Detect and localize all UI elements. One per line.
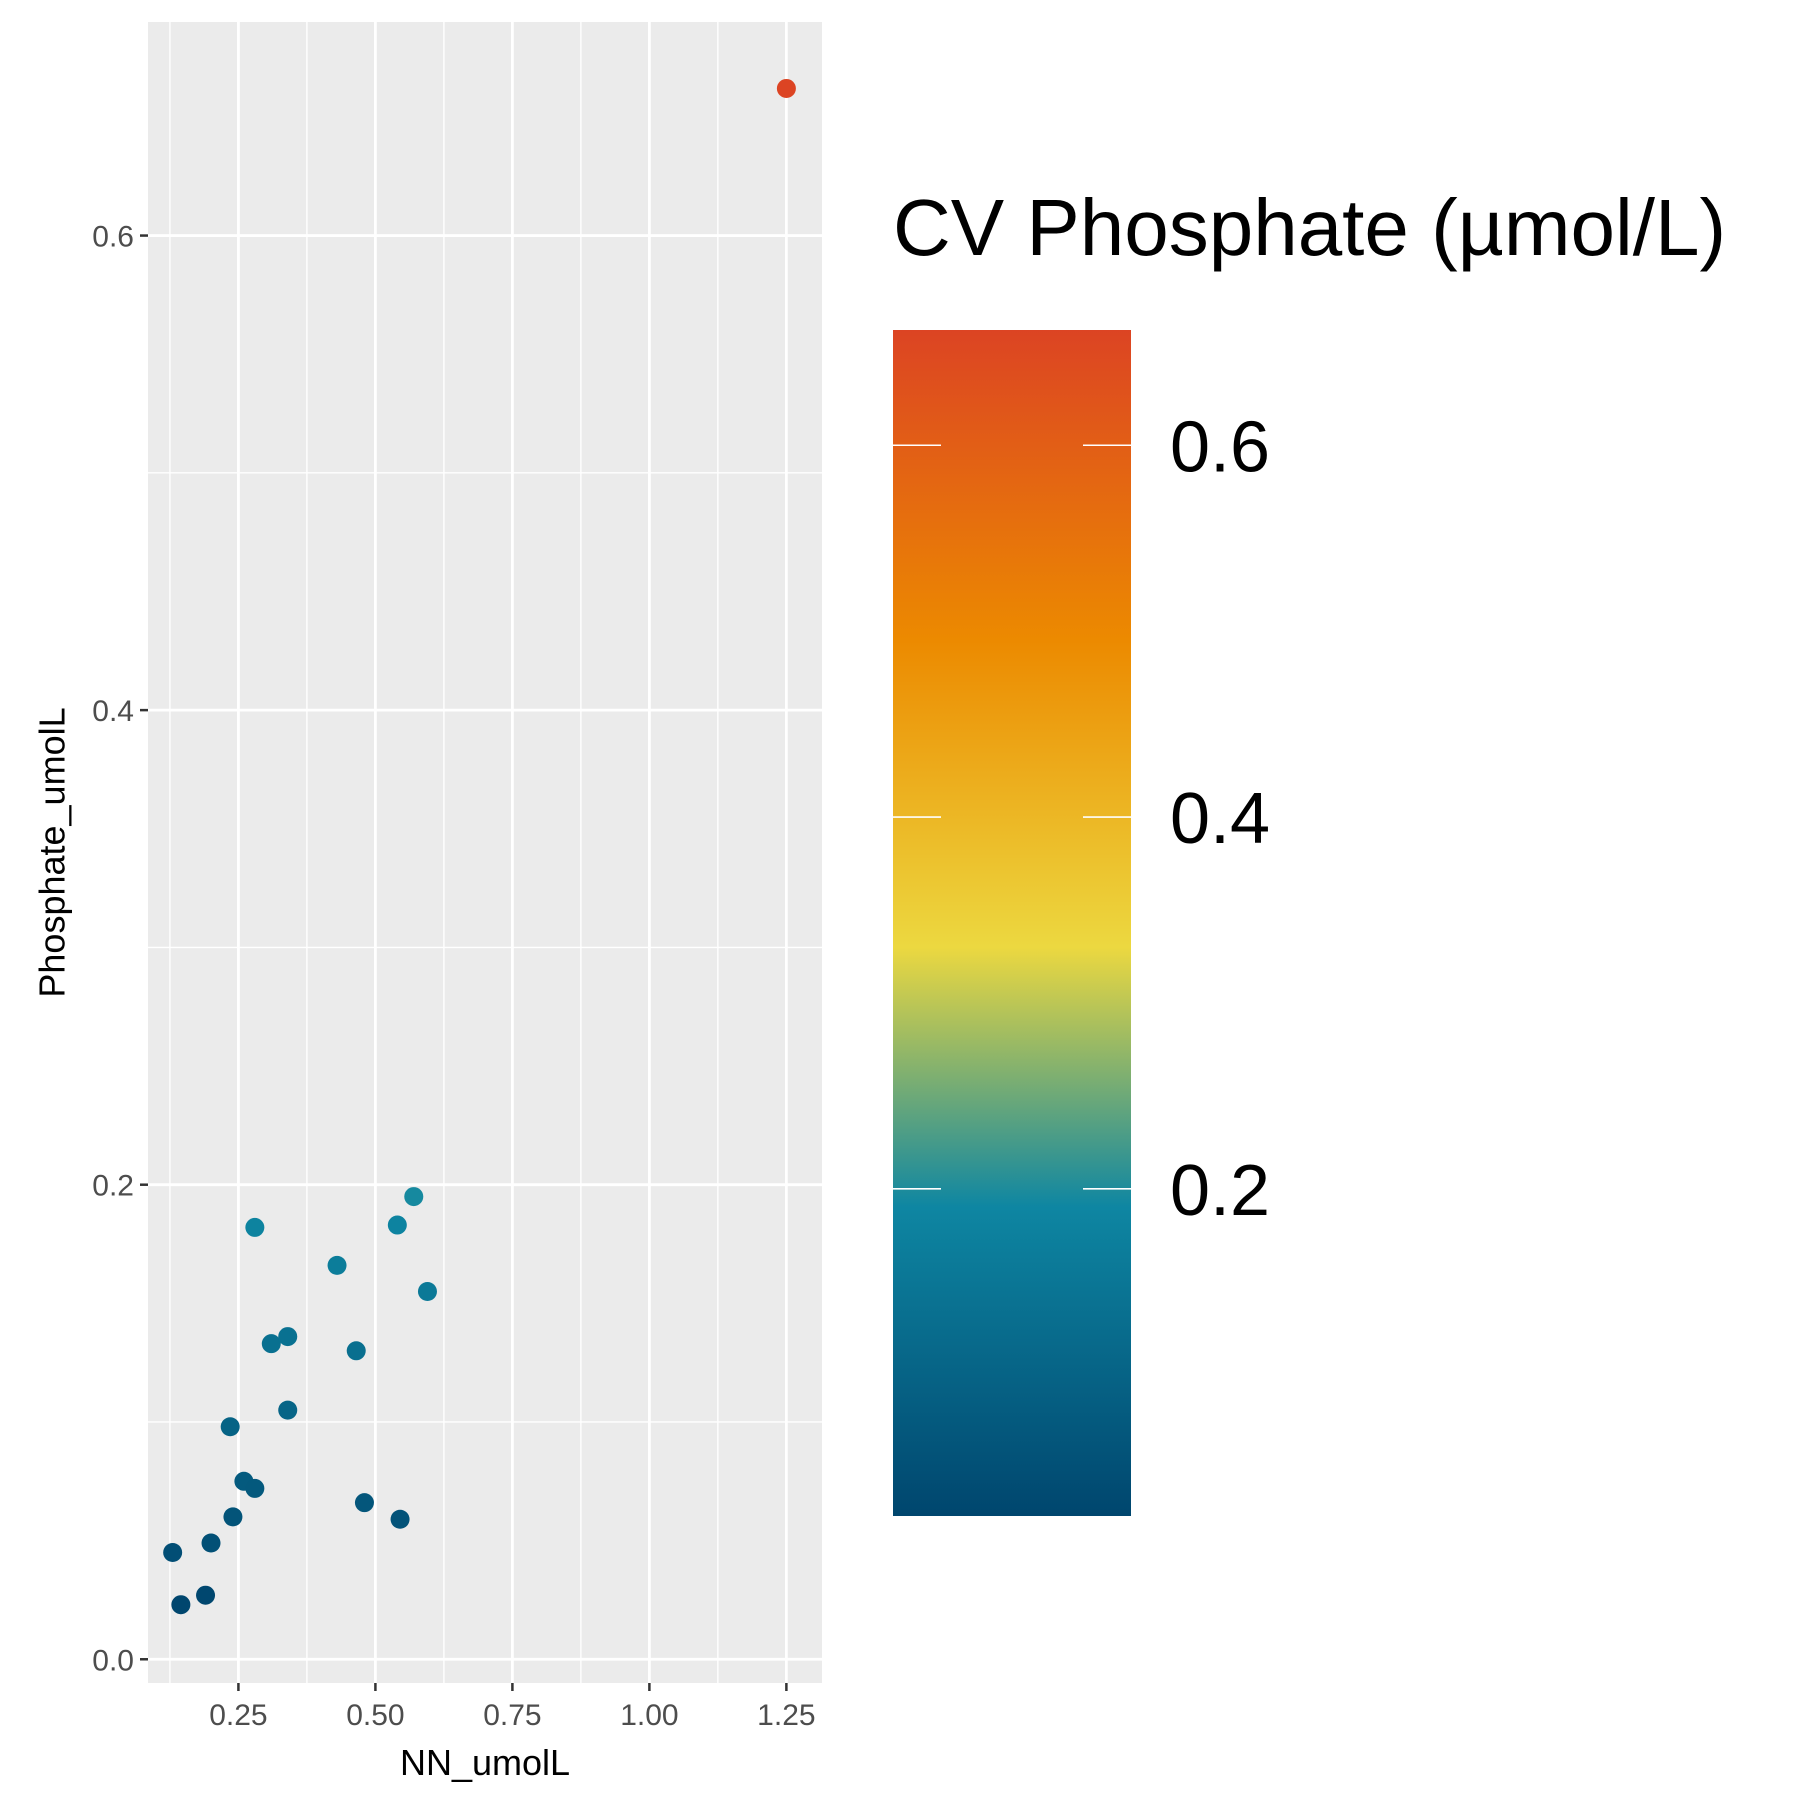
y-axis: 0.0 0.2 0.4 0.6 <box>92 221 148 1677</box>
legend-colorbar <box>893 330 1131 1516</box>
data-point <box>776 78 796 98</box>
y-tick-label: 0.6 <box>92 221 134 254</box>
legend-ticks: 0.2 0.4 0.6 <box>893 407 1270 1231</box>
y-tick-label: 0.4 <box>92 695 134 728</box>
data-point <box>223 1507 243 1527</box>
data-point <box>220 1417 240 1437</box>
x-tick-label: 1.25 <box>757 1699 815 1732</box>
y-axis-title: Phosphate_umolL <box>32 707 73 997</box>
data-point <box>354 1493 374 1513</box>
legend-tick-label: 0.6 <box>1170 407 1270 487</box>
legend-title: CV Phosphate (µmol/L) <box>893 183 1726 272</box>
data-point <box>387 1215 407 1235</box>
x-tick-label: 1.00 <box>620 1699 678 1732</box>
data-point <box>171 1595 191 1615</box>
y-tick-label: 0.0 <box>92 1644 134 1677</box>
data-points <box>163 78 796 1615</box>
color-legend: CV Phosphate (µmol/L) 0.2 0.4 0.6 <box>893 183 1726 1516</box>
x-tick-label: 0.50 <box>346 1699 404 1732</box>
x-axis: 0.25 0.50 0.75 1.00 1.25 <box>209 1683 816 1732</box>
data-point <box>278 1400 298 1420</box>
major-gridlines <box>148 22 822 1683</box>
x-tick-label: 0.25 <box>209 1699 267 1732</box>
y-tick-label: 0.2 <box>92 1170 134 1203</box>
legend-tick-label: 0.4 <box>1170 779 1270 859</box>
data-point <box>196 1585 216 1605</box>
data-point <box>245 1217 265 1237</box>
data-point <box>261 1334 281 1354</box>
x-axis-title: NN_umolL <box>400 1742 570 1783</box>
data-point <box>201 1533 221 1553</box>
data-point <box>163 1542 183 1562</box>
data-point <box>245 1478 265 1498</box>
minor-gridlines <box>148 22 822 1683</box>
data-point <box>346 1341 366 1361</box>
data-point <box>417 1281 437 1301</box>
data-point <box>390 1509 410 1529</box>
data-point <box>278 1327 298 1347</box>
data-point <box>327 1255 347 1275</box>
x-tick-label: 0.75 <box>483 1699 541 1732</box>
plot-panel <box>148 22 822 1683</box>
data-point <box>404 1187 424 1207</box>
legend-tick-label: 0.2 <box>1170 1151 1270 1231</box>
